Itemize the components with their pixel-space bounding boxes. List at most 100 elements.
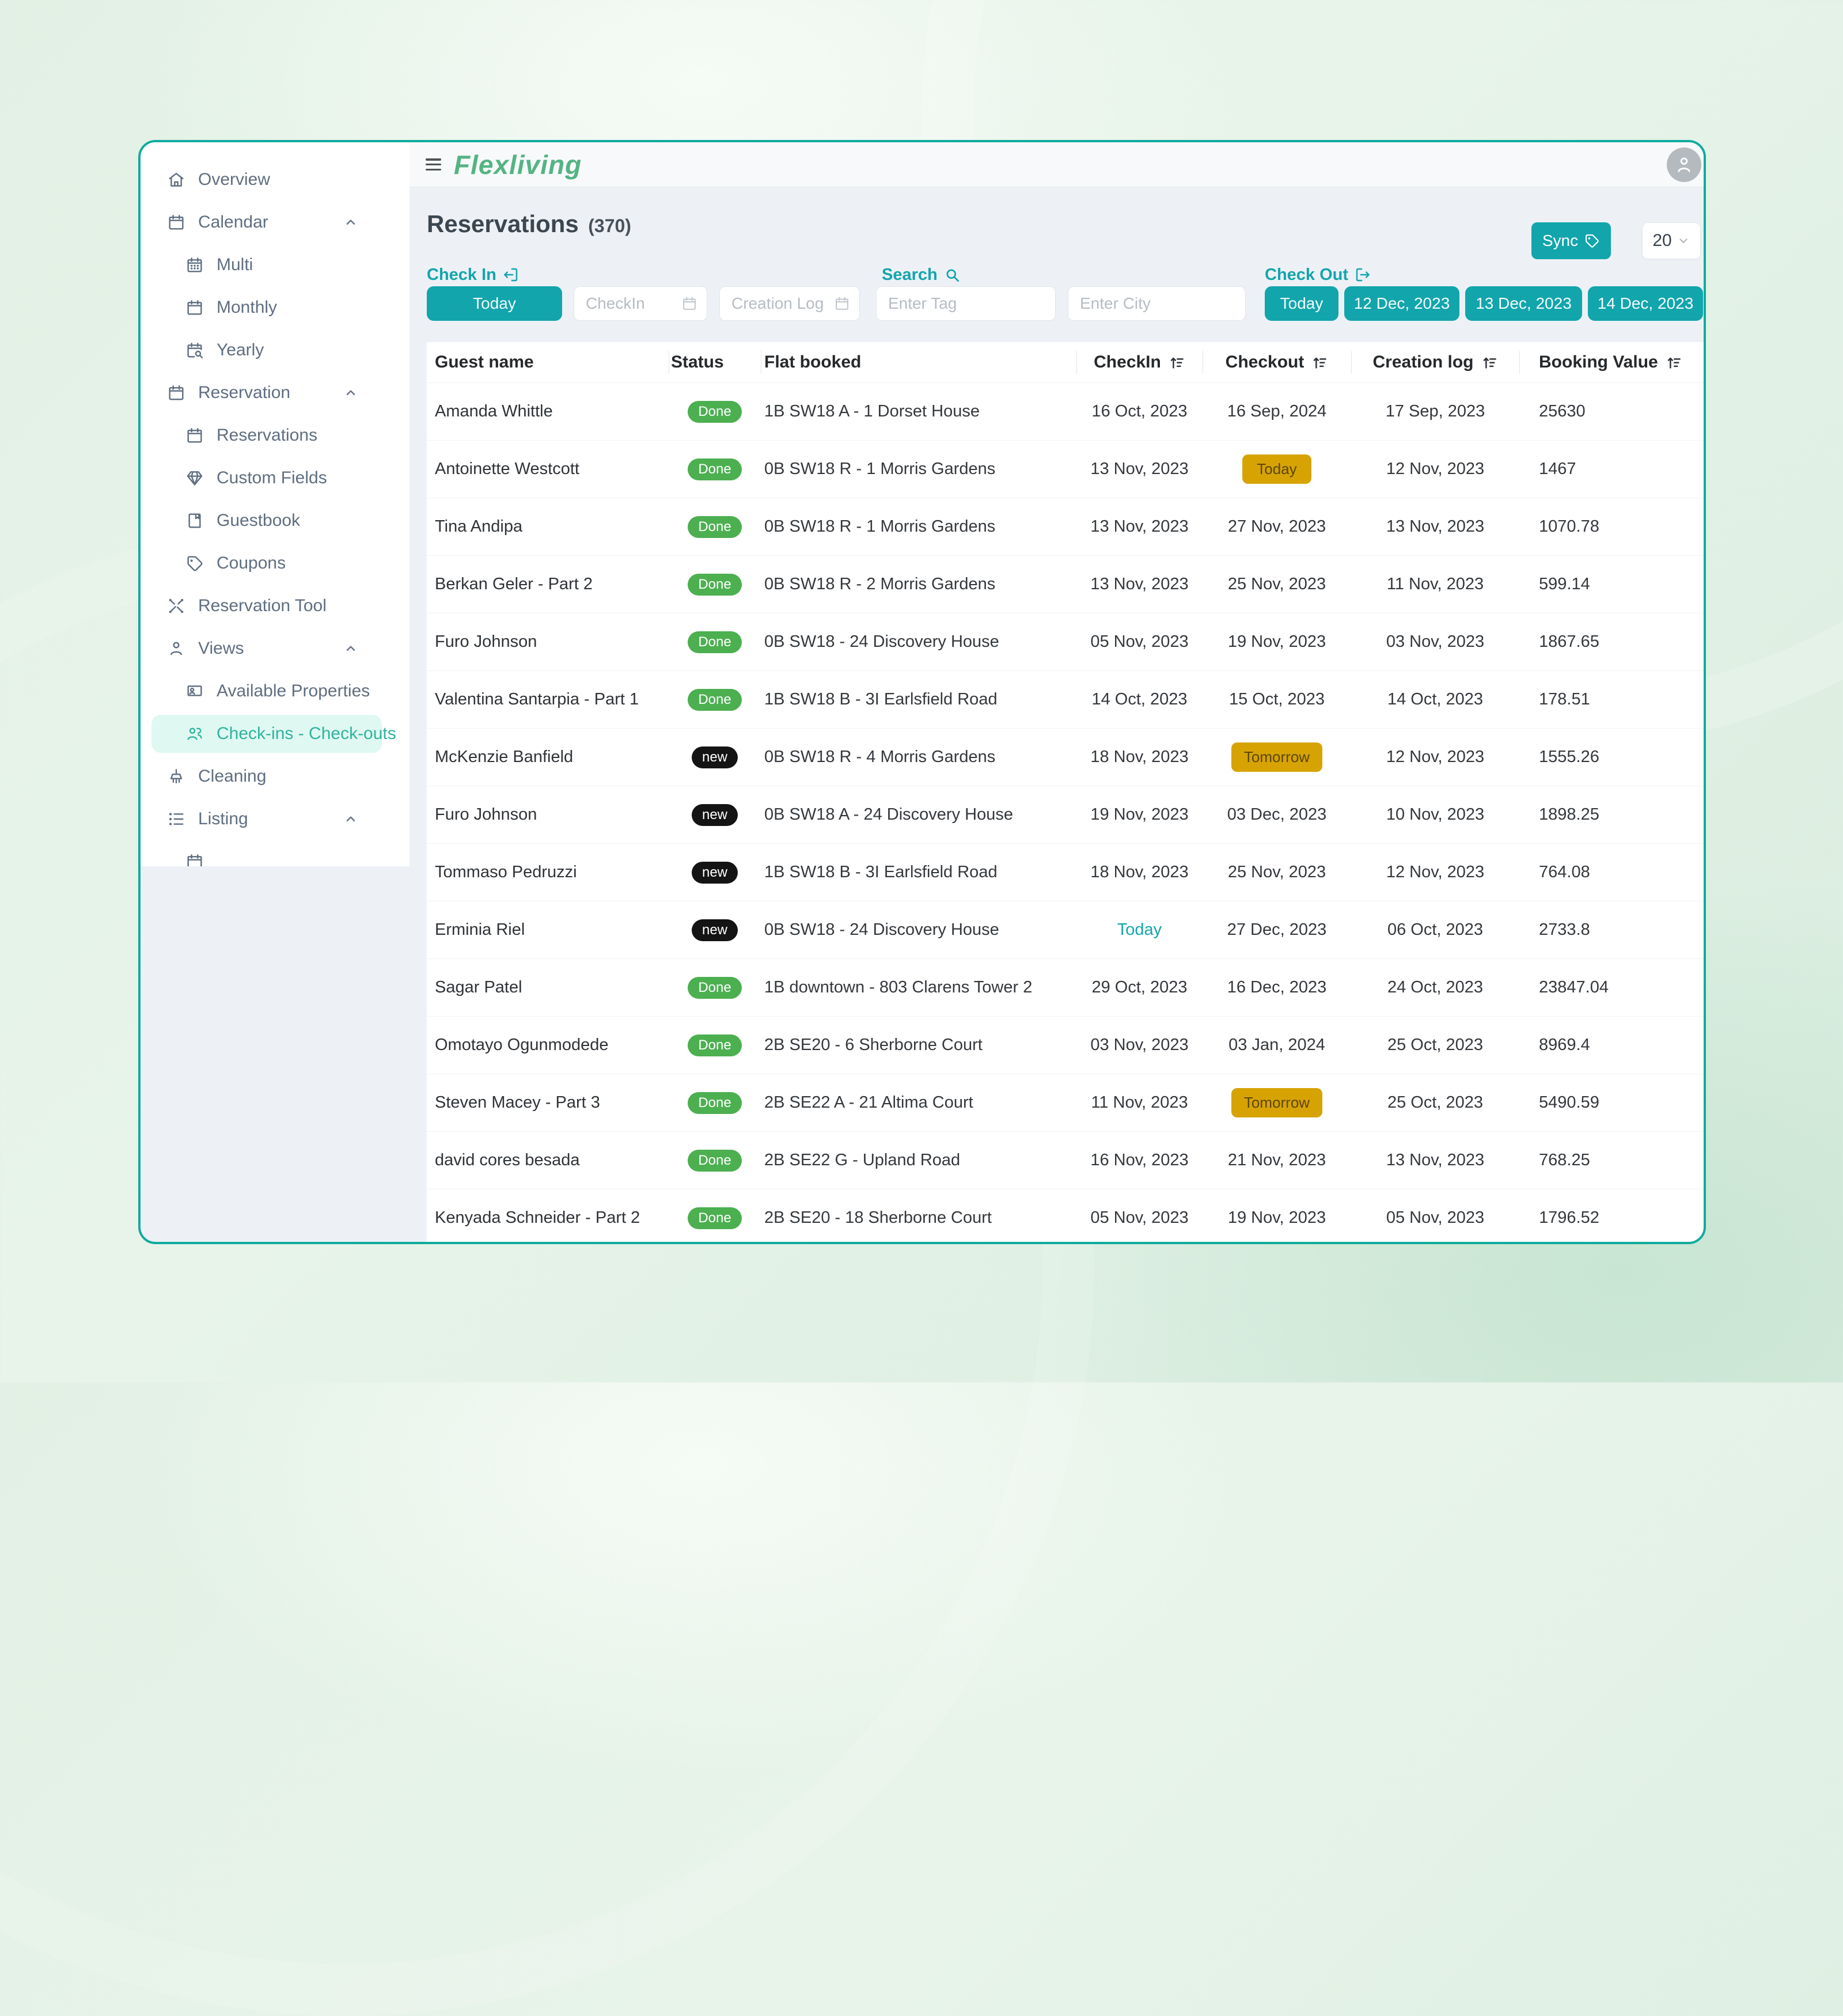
user-avatar[interactable] <box>1667 147 1701 182</box>
sidebar-item-coupons[interactable]: Coupons <box>141 542 409 585</box>
status-badge: Done <box>688 1034 742 1056</box>
sidebar-item-multi[interactable]: Multi <box>141 244 409 286</box>
tag-icon <box>1584 233 1600 249</box>
table-row[interactable]: Tommaso Pedruzzi new 1B SW18 B - 3I Earl… <box>427 843 1704 901</box>
chevron-up-icon[interactable] <box>343 428 358 443</box>
chevron-up-icon[interactable] <box>343 641 358 656</box>
table-row[interactable]: Erminia Riel new 0B SW18 - 24 Discovery … <box>427 901 1704 958</box>
chevron-up-icon[interactable] <box>343 300 358 315</box>
booking-value-cell: 8969.4 <box>1539 1036 1590 1054</box>
table-row[interactable]: Kenyada Schneider - Part 2 Done 2B SE20 … <box>427 1189 1704 1242</box>
table-row[interactable]: Furo Johnson Done 0B SW18 - 24 Discovery… <box>427 613 1704 670</box>
sidebar-item-available-properties[interactable]: Available Properties <box>141 670 409 713</box>
sidebar-item-yearly[interactable]: Yearly <box>141 329 409 372</box>
table-row[interactable]: Berkan Geler - Part 2 Done 0B SW18 R - 2… <box>427 555 1704 613</box>
table-row[interactable]: Antoinette Westcott Done 0B SW18 R - 1 M… <box>427 440 1704 498</box>
sidebar-item-reservation[interactable]: Reservation <box>141 372 409 414</box>
sync-button[interactable]: Sync <box>1531 222 1611 259</box>
sidebar-item-views[interactable]: Views <box>141 627 409 670</box>
sidebar: Overview Calendar Multi Monthly Yearly <box>141 142 409 866</box>
status-badge: new <box>691 919 738 941</box>
booking-value-cell: 1867.65 <box>1539 632 1599 651</box>
table-row[interactable]: Steven Macey - Part 3 Done 2B SE22 A - 2… <box>427 1074 1704 1131</box>
tag-search-input[interactable] <box>888 294 1046 313</box>
app-window: Flexliving Overview Calendar Multi <box>138 140 1706 1244</box>
chevron-up-icon[interactable] <box>343 215 358 230</box>
chevron-up-icon[interactable] <box>343 513 358 528</box>
chevron-down-icon <box>1677 234 1690 248</box>
table-row[interactable]: Sagar Patel Done 1B downtown - 803 Clare… <box>427 958 1704 1016</box>
sidebar-item-label: Custom Fields <box>217 468 327 487</box>
status-badge: new <box>691 861 738 884</box>
checkout-13dec-button[interactable]: 13 Dec, 2023 <box>1465 286 1582 321</box>
checkout-relative-badge: Today <box>1242 454 1311 484</box>
creation-log-cell: 06 Oct, 2023 <box>1387 920 1484 939</box>
sidebar-item-calendar[interactable]: Calendar <box>141 201 409 244</box>
chevron-up-icon[interactable] <box>343 598 358 613</box>
calendar-icon <box>185 852 204 866</box>
checkout-12dec-button[interactable]: 12 Dec, 2023 <box>1344 286 1459 321</box>
table-row[interactable]: Tina Andipa Done 0B SW18 R - 1 Morris Ga… <box>427 498 1704 555</box>
sidebar-item-cleaning[interactable]: Cleaning <box>141 755 409 798</box>
chevron-up-icon[interactable] <box>343 854 358 866</box>
sidebar-item-reservations[interactable]: Reservations <box>141 414 409 457</box>
sidebar-item-label: Views <box>198 639 244 658</box>
checkout-filter-label: Check Out <box>1265 263 1371 286</box>
chevron-up-icon[interactable] <box>343 343 358 358</box>
city-search-input[interactable] <box>1080 294 1236 313</box>
status-cell: Done <box>669 1092 761 1114</box>
column-header-booking-value[interactable]: Booking Value <box>1519 342 1704 382</box>
sidebar-item-reservation-tool[interactable]: Reservation Tool <box>141 585 409 627</box>
creation-log-field[interactable] <box>719 286 860 321</box>
checkin-today-button[interactable]: Today <box>427 286 562 321</box>
page-size-select[interactable]: 20 <box>1642 222 1701 259</box>
table-row[interactable]: McKenzie Banfield new 0B SW18 R - 4 Morr… <box>427 728 1704 786</box>
sidebar-item-label: Overview <box>198 170 271 189</box>
sidebar-item-partial[interactable] <box>141 840 409 866</box>
chevron-up-icon[interactable] <box>343 769 358 784</box>
checkin-date-field[interactable] <box>574 286 707 321</box>
user-icon <box>167 639 185 658</box>
sort-icon[interactable] <box>1311 354 1328 371</box>
chevron-up-icon[interactable] <box>343 385 358 400</box>
sidebar-item-check-ins-check-outs[interactable]: Check-ins - Check-outs <box>141 713 409 755</box>
chevron-up-icon[interactable] <box>343 257 358 272</box>
chevron-up-icon[interactable] <box>343 726 358 741</box>
guest-name-cell: Kenyada Schneider - Part 2 <box>435 1208 640 1227</box>
creation-log-input[interactable] <box>731 294 828 313</box>
status-cell: new <box>669 746 761 768</box>
checkout-today-button[interactable]: Today <box>1265 286 1338 321</box>
tag-search-field[interactable] <box>876 286 1056 321</box>
sidebar-item-monthly[interactable]: Monthly <box>141 286 409 329</box>
checkin-date-input[interactable] <box>586 294 676 313</box>
table-row[interactable]: Valentina Santarpia - Part 1 Done 1B SW1… <box>427 670 1704 728</box>
chevron-up-icon[interactable] <box>343 684 358 699</box>
home-icon <box>167 170 185 189</box>
checkout-14dec-button[interactable]: 14 Dec, 2023 <box>1588 286 1703 321</box>
booking-value-cell: 23847.04 <box>1539 978 1609 996</box>
chevron-up-icon[interactable] <box>343 471 358 486</box>
column-header-checkin[interactable]: CheckIn <box>1076 342 1203 382</box>
column-header-creation-log[interactable]: Creation log <box>1351 342 1519 382</box>
chevron-up-icon[interactable] <box>343 812 358 827</box>
sort-icon[interactable] <box>1665 354 1682 371</box>
city-search-field[interactable] <box>1068 286 1246 321</box>
sort-icon[interactable] <box>1481 354 1498 371</box>
sidebar-item-overview[interactable]: Overview <box>141 158 409 201</box>
hamburger-menu-icon[interactable] <box>426 158 441 170</box>
column-header-checkout[interactable]: Checkout <box>1203 342 1351 382</box>
sidebar-item-guestbook[interactable]: Guestbook <box>141 499 409 542</box>
status-cell: Done <box>669 1149 761 1172</box>
tools-icon <box>167 597 185 615</box>
table-row[interactable]: david cores besada Done 2B SE22 G - Upla… <box>427 1131 1704 1189</box>
chevron-up-icon[interactable] <box>343 556 358 571</box>
table-row[interactable]: Amanda Whittle Done 1B SW18 A - 1 Dorset… <box>427 382 1704 440</box>
sidebar-item-custom-fields[interactable]: Custom Fields <box>141 457 409 499</box>
table-row[interactable]: Furo Johnson new 0B SW18 A - 24 Discover… <box>427 786 1704 843</box>
table-row[interactable]: Omotayo Ogunmodede Done 2B SE20 - 6 Sher… <box>427 1016 1704 1074</box>
sidebar-item-listing[interactable]: Listing <box>141 798 409 840</box>
brush-icon <box>167 767 185 786</box>
chevron-up-icon[interactable] <box>343 172 358 187</box>
flat-booked-cell: 2B SE22 A - 21 Altima Court <box>764 1093 973 1112</box>
sort-icon[interactable] <box>1168 354 1185 371</box>
